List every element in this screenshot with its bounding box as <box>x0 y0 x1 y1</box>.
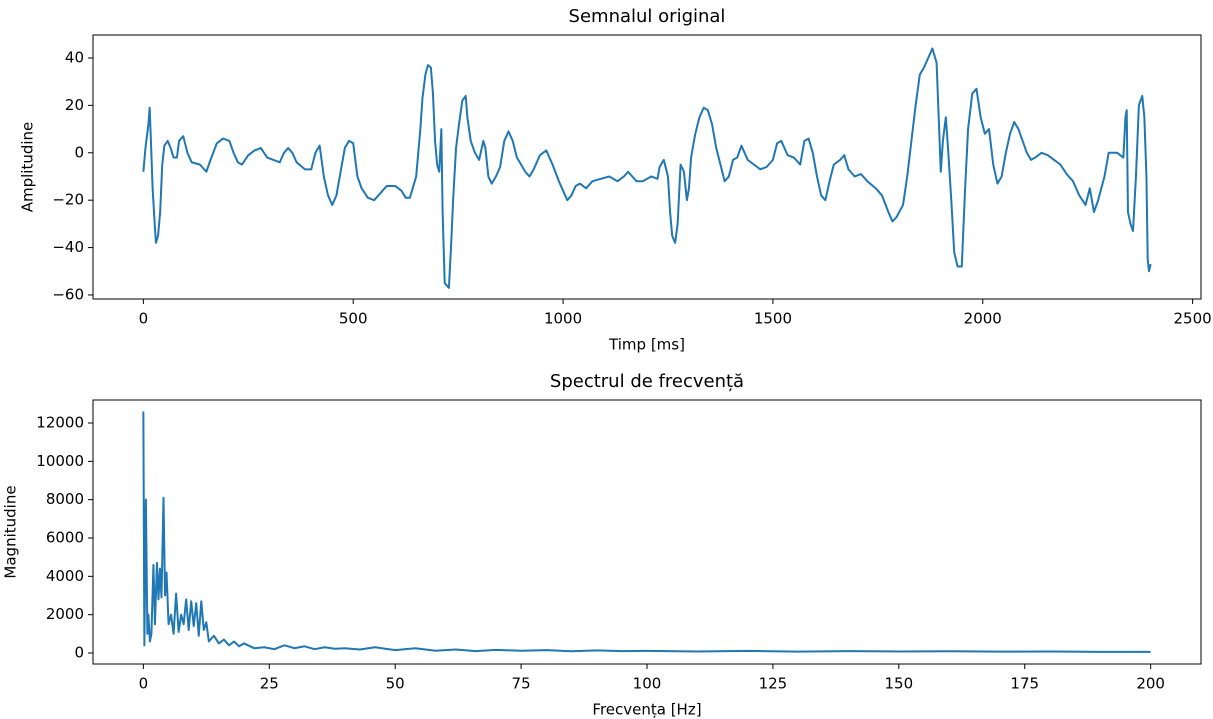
y-tick-label: 12000 <box>36 413 84 431</box>
x-tick-label: 1000 <box>544 310 582 328</box>
axes-frame <box>92 34 1202 300</box>
signal-line <box>142 47 1152 289</box>
x-axis-label: Timp [ms] <box>608 336 685 354</box>
y-tick-label: −40 <box>52 238 84 256</box>
signal-line <box>142 411 1151 653</box>
x-axis-label: Frecvența [Hz] <box>592 701 701 719</box>
x-tick-label: 0 <box>139 675 149 693</box>
y-axis-label: Amplitudine <box>19 122 37 213</box>
y-tick-label: 2000 <box>46 605 84 623</box>
x-tick-label: 50 <box>386 675 405 693</box>
x-tick-label: 25 <box>260 675 279 693</box>
y-tick-label: 10000 <box>36 452 84 470</box>
chart-title: Semnalul original <box>569 6 726 27</box>
y-tick-label: 40 <box>65 48 84 66</box>
x-tick-label: 175 <box>1010 675 1039 693</box>
x-tick-label: 1500 <box>754 310 792 328</box>
y-tick-label: 4000 <box>46 567 84 585</box>
x-tick-label: 0 <box>139 310 149 328</box>
x-tick-label: 150 <box>884 675 913 693</box>
chart-title: Spectrul de frecvență <box>550 371 744 392</box>
x-tick-label: 200 <box>1136 675 1165 693</box>
x-tick-label: 75 <box>512 675 531 693</box>
x-tick-label: 100 <box>633 675 662 693</box>
x-tick-label: 125 <box>759 675 788 693</box>
y-tick-label: 6000 <box>46 528 84 546</box>
y-tick-label: 0 <box>74 643 84 661</box>
x-tick-label: 2000 <box>964 310 1002 328</box>
y-tick-label: −60 <box>52 285 84 303</box>
x-tick-label: 2500 <box>1174 310 1212 328</box>
x-tick-label: 500 <box>339 310 368 328</box>
y-tick-label: 0 <box>74 143 84 161</box>
y-axis-label: Magnitudine <box>2 485 20 578</box>
y-tick-label: −20 <box>52 191 84 209</box>
y-tick-label: 8000 <box>46 490 84 508</box>
axes-frame <box>92 399 1202 665</box>
y-tick-label: 20 <box>65 96 84 114</box>
